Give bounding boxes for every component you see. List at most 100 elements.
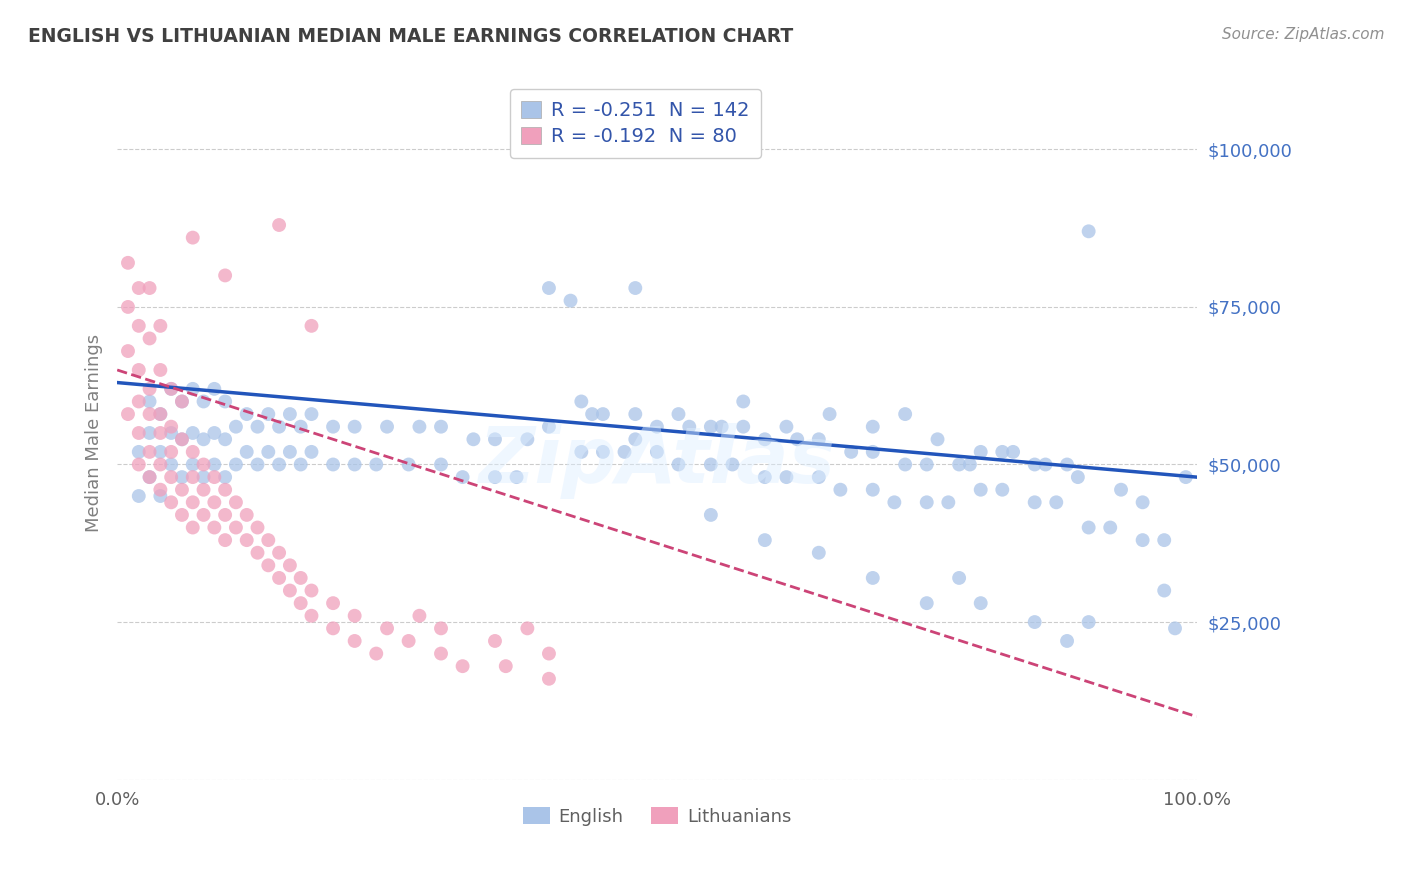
Point [128,394,150,409]
Point [128,363,150,377]
Point [775,419,797,434]
Point [160,445,183,459]
Text: ENGLISH VS LITHUANIAN MEDIAN MALE EARNINGS CORRELATION CHART: ENGLISH VS LITHUANIAN MEDIAN MALE EARNIN… [28,27,793,45]
Y-axis label: Median Male Earnings: Median Male Earnings [86,334,103,532]
Point [193,394,215,409]
Point [202,458,225,472]
Point [430,458,453,472]
Point [516,432,538,446]
Point [170,394,193,409]
Point [807,432,830,446]
Point [301,407,323,421]
Point [193,483,215,497]
Point [613,445,636,459]
Point [463,432,485,446]
Point [246,458,269,472]
Point [775,470,797,484]
Point [202,495,225,509]
Point [710,419,733,434]
Point [668,458,690,472]
Point [138,382,160,396]
Point [970,596,993,610]
Point [678,419,700,434]
Point [894,407,917,421]
Point [366,458,388,472]
Point [537,281,560,295]
Point [1002,445,1025,459]
Point [862,419,884,434]
Point [149,318,172,333]
Point [246,419,269,434]
Point [246,520,269,534]
Point [1153,583,1175,598]
Point [193,508,215,522]
Point [375,419,398,434]
Point [700,419,723,434]
Point [257,533,280,548]
Point [624,281,647,295]
Point [1024,458,1046,472]
Point [149,483,172,497]
Point [830,483,852,497]
Point [1153,533,1175,548]
Point [624,407,647,421]
Point [322,596,344,610]
Point [170,432,193,446]
Point [214,508,236,522]
Point [645,419,668,434]
Point [398,634,420,648]
Point [278,445,301,459]
Point [128,318,150,333]
Point [138,470,160,484]
Point [170,432,193,446]
Point [894,458,917,472]
Point [138,407,160,421]
Point [160,382,183,396]
Point [128,445,150,459]
Point [269,546,291,560]
Point [117,344,139,359]
Point [754,470,776,484]
Point [484,634,506,648]
Point [1035,458,1057,472]
Point [537,419,560,434]
Point [322,419,344,434]
Point [883,495,905,509]
Point [257,407,280,421]
Point [1045,495,1067,509]
Point [225,458,247,472]
Point [160,425,183,440]
Point [936,495,959,509]
Point [484,470,506,484]
Point [862,571,884,585]
Point [1077,520,1099,534]
Point [193,432,215,446]
Point [193,470,215,484]
Point [149,407,172,421]
Point [225,520,247,534]
Point [170,470,193,484]
Point [181,520,204,534]
Point [181,425,204,440]
Point [269,218,291,232]
Point [117,256,139,270]
Point [786,432,808,446]
Point [754,533,776,548]
Point [214,470,236,484]
Text: ZipAtlas: ZipAtlas [478,423,835,499]
Point [160,382,183,396]
Point [193,458,215,472]
Point [202,520,225,534]
Point [322,621,344,635]
Point [807,470,830,484]
Point [278,558,301,573]
Point [700,458,723,472]
Point [560,293,582,308]
Point [290,458,312,472]
Point [645,445,668,459]
Point [948,571,970,585]
Point [807,546,830,560]
Point [839,445,862,459]
Point [246,546,269,560]
Point [398,458,420,472]
